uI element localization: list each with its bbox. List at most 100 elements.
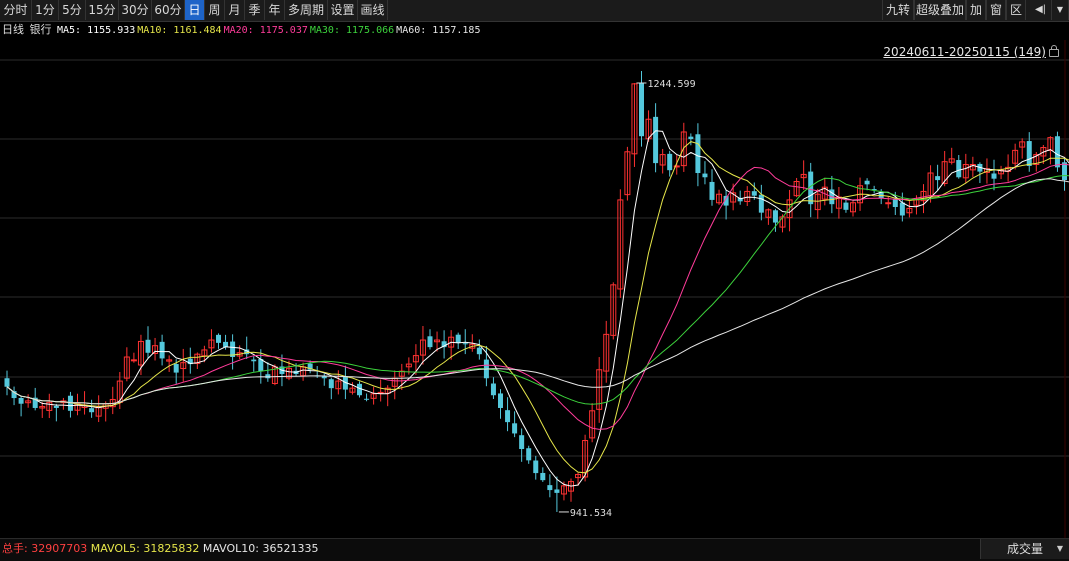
date-range[interactable]: 20240611-20250115 (149) bbox=[883, 45, 1059, 59]
candle-body bbox=[786, 199, 793, 219]
candle-body bbox=[659, 154, 666, 166]
candle-body bbox=[956, 160, 962, 178]
candle-body bbox=[216, 334, 221, 343]
candle-body bbox=[328, 379, 334, 389]
candle-body bbox=[624, 151, 631, 196]
candle-body bbox=[772, 210, 778, 223]
period-tab-11[interactable]: 多周期 bbox=[285, 0, 328, 20]
indicator-selector-label: 成交量 bbox=[1006, 542, 1043, 556]
candle-body bbox=[74, 403, 81, 411]
candle-body bbox=[25, 400, 32, 404]
candle-body bbox=[639, 82, 644, 137]
toolbar-right-4[interactable]: 区 bbox=[1006, 0, 1026, 20]
candle-body bbox=[723, 195, 729, 206]
period-tab-13[interactable]: 画线 bbox=[358, 0, 388, 20]
candle-body bbox=[969, 164, 976, 171]
menu-dropdown-icon[interactable]: ▼ bbox=[1052, 0, 1069, 20]
lock-icon[interactable] bbox=[1049, 45, 1059, 57]
candle-body bbox=[547, 485, 553, 491]
period-tab-3[interactable]: 15分 bbox=[86, 0, 119, 20]
chevron-down-icon: ▼ bbox=[1056, 544, 1063, 553]
candle-body bbox=[137, 340, 144, 366]
candle-body bbox=[695, 134, 701, 174]
toolbar-right-2[interactable]: 加 bbox=[966, 0, 986, 20]
candle-body bbox=[490, 383, 496, 396]
candle-body bbox=[4, 378, 10, 387]
candle-body bbox=[1040, 147, 1047, 157]
candle-body bbox=[680, 131, 687, 167]
candle-body bbox=[1019, 141, 1026, 148]
candle-body bbox=[89, 408, 95, 413]
ma-values: MA5: 1155.933 MA10: 1161.484 MA20: 1175.03… bbox=[57, 23, 482, 36]
candle-body bbox=[533, 460, 539, 474]
period-tab-1[interactable]: 1分 bbox=[32, 0, 59, 20]
volume-bar: 总手: 32907703 MAVOL5: 31825832 MAVOL10: 3… bbox=[0, 538, 1069, 561]
candle-body bbox=[412, 355, 419, 363]
candle-body bbox=[130, 359, 137, 362]
period-label: 日线 bbox=[2, 23, 24, 36]
toolbar-right-3[interactable]: 窗 bbox=[986, 0, 1006, 20]
candle-body bbox=[1026, 141, 1032, 166]
period-tab-12[interactable]: 设置 bbox=[328, 0, 358, 20]
ma10-line bbox=[6, 141, 1069, 474]
period-tab-10[interactable]: 年 bbox=[265, 0, 285, 20]
candle-body bbox=[850, 202, 856, 213]
period-tab-4[interactable]: 30分 bbox=[119, 0, 152, 20]
candle-body bbox=[498, 393, 503, 408]
mavol5-label: MAVOL5: bbox=[90, 542, 140, 555]
candle-body bbox=[800, 173, 807, 179]
period-tab-8[interactable]: 月 bbox=[225, 0, 245, 20]
candle-body bbox=[1012, 149, 1019, 164]
period-tab-6[interactable]: 日 bbox=[185, 0, 205, 20]
candle-body bbox=[251, 359, 257, 362]
candle-body bbox=[187, 358, 193, 365]
candle-body bbox=[560, 485, 567, 495]
candle-body bbox=[1054, 136, 1060, 168]
collapse-panel-icon[interactable]: ◀| bbox=[1030, 0, 1052, 20]
candle-body bbox=[998, 169, 1005, 175]
period-tab-7[interactable]: 周 bbox=[205, 0, 225, 20]
candle-body bbox=[582, 440, 589, 478]
index-name: 银行 bbox=[29, 23, 52, 36]
candle-body bbox=[419, 339, 426, 356]
toolbar-right-1[interactable]: 超级叠加 bbox=[914, 0, 966, 20]
toolbar-right-0[interactable]: 九转 bbox=[882, 0, 914, 20]
ma-value-1: MA10: 1161.484 bbox=[137, 25, 222, 36]
mavol10-label: MAVOL10: bbox=[202, 542, 259, 555]
candle-body bbox=[864, 180, 870, 185]
period-tab-5[interactable]: 60分 bbox=[152, 0, 185, 20]
candle-body bbox=[230, 341, 236, 358]
candle-body bbox=[194, 353, 201, 364]
period-tab-9[interactable]: 季 bbox=[245, 0, 265, 20]
candle-body bbox=[554, 489, 560, 493]
candle-body bbox=[18, 397, 24, 404]
candle-body bbox=[610, 284, 617, 336]
candle-body bbox=[335, 380, 342, 390]
period-toolbar: 分时 1分 5分 15分 30分 60分日周月季年多周期 设置 画线 九转 超级叠加加窗区 ◀| ▼ bbox=[0, 0, 1069, 22]
candle-body bbox=[892, 199, 898, 207]
candle-body bbox=[223, 341, 229, 348]
candle-body bbox=[476, 347, 482, 355]
ma60-line bbox=[6, 178, 1069, 405]
ma-info-bar: 日线 银行 MA5: 1155.933 MA10: 1161.484 MA20: 1… bbox=[0, 21, 1069, 38]
candle-body bbox=[462, 343, 468, 345]
candle-body bbox=[67, 395, 73, 411]
candle-body bbox=[575, 473, 582, 479]
candle-body bbox=[688, 136, 694, 140]
period-tab-2[interactable]: 5分 bbox=[59, 0, 86, 20]
total-volume-label: 总手: bbox=[2, 542, 28, 555]
indicator-selector[interactable]: 成交量 ▼ bbox=[980, 539, 1069, 559]
candle-body bbox=[871, 189, 877, 191]
candle-body bbox=[53, 405, 59, 408]
candle-body bbox=[962, 164, 969, 179]
candle-body bbox=[751, 191, 757, 196]
candle-body bbox=[32, 397, 38, 408]
period-tab-0[interactable]: 分时 bbox=[0, 0, 32, 20]
kline-chart[interactable]: 1244.599 941.534 bbox=[0, 40, 1069, 538]
candle-body bbox=[526, 448, 532, 461]
candle-body bbox=[702, 173, 708, 178]
candle-body bbox=[730, 192, 737, 203]
candle-body bbox=[765, 209, 772, 218]
candle-body bbox=[265, 374, 271, 379]
candle-body bbox=[208, 339, 215, 349]
